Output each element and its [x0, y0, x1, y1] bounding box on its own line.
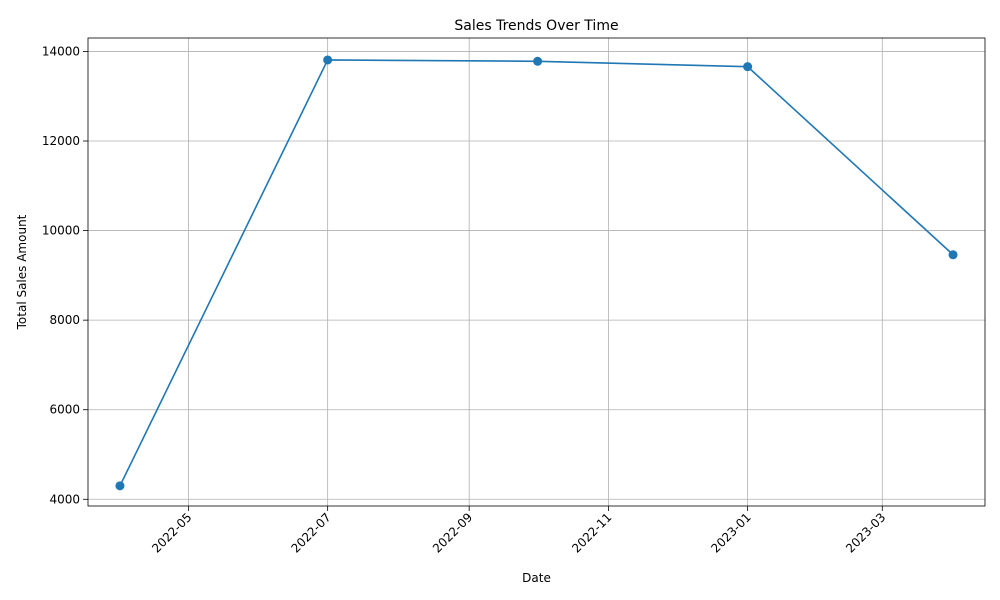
- data-point: [948, 250, 958, 260]
- x-axis-label: Date: [522, 571, 551, 585]
- y-axis-label: Total Sales Amount: [15, 214, 29, 330]
- x-axis-ticks: 2022-05 2022-07 2022-09 2022-11 2023-01 2023-…: [149, 506, 888, 556]
- x-tick-label: 2022-09: [430, 510, 475, 555]
- data-point: [323, 55, 333, 65]
- x-tick-label: 2022-05: [149, 510, 194, 555]
- y-tick-label: 10000: [42, 224, 80, 238]
- y-axis-ticks: 4000 6000 8000 10000 12000 14000: [42, 44, 88, 506]
- data-point: [743, 62, 753, 72]
- x-tick-label: 2022-11: [569, 510, 614, 555]
- y-tick-label: 8000: [49, 313, 80, 327]
- data-point: [533, 56, 543, 66]
- y-tick-label: 6000: [49, 403, 80, 417]
- series-line: [119, 59, 954, 487]
- grid-lines: [88, 38, 985, 506]
- plot-area-frame: [87, 37, 986, 507]
- chart-title: Sales Trends Over Time: [454, 18, 618, 34]
- y-tick-label: 4000: [49, 492, 80, 506]
- data-point: [115, 481, 125, 491]
- x-tick-label: 2023-01: [708, 510, 753, 555]
- y-tick-label: 14000: [42, 44, 80, 58]
- series-layer: [115, 55, 958, 491]
- x-tick-label: 2023-03: [843, 510, 888, 555]
- y-tick-label: 12000: [42, 134, 80, 148]
- x-tick-label: 2022-07: [288, 510, 333, 555]
